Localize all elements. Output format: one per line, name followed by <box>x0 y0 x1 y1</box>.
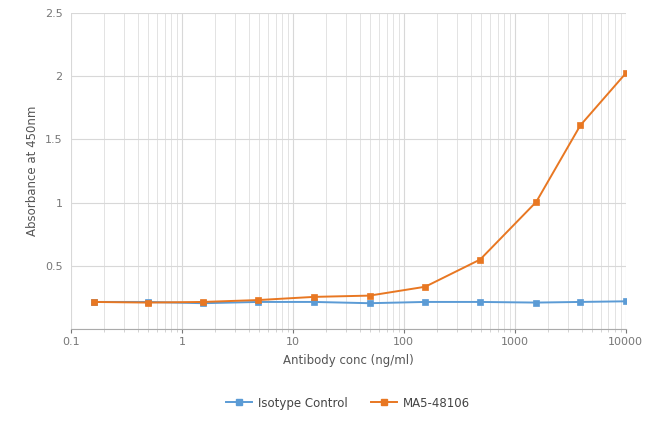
Isotype Control <box>532 300 540 305</box>
Isotype Control <box>366 300 373 306</box>
MA5-48106 <box>532 200 540 205</box>
X-axis label: Antibody conc (ng/ml): Antibody conc (ng/ml) <box>283 354 413 368</box>
MA5-48106 <box>310 295 318 300</box>
MA5-48106 <box>144 300 152 305</box>
MA5-48106 <box>366 293 373 298</box>
Isotype Control <box>310 300 318 305</box>
Legend: Isotype Control, MA5-48106: Isotype Control, MA5-48106 <box>221 392 475 414</box>
MA5-48106 <box>421 284 429 289</box>
Isotype Control <box>254 300 262 305</box>
Isotype Control <box>90 300 97 305</box>
Line: MA5-48106: MA5-48106 <box>91 70 628 306</box>
MA5-48106 <box>90 300 97 305</box>
Line: Isotype Control: Isotype Control <box>91 298 628 306</box>
Y-axis label: Absorbance at 450nm: Absorbance at 450nm <box>26 106 39 236</box>
MA5-48106 <box>476 257 484 262</box>
MA5-48106 <box>622 71 630 76</box>
Isotype Control <box>199 300 207 306</box>
Isotype Control <box>622 299 630 304</box>
Isotype Control <box>476 300 484 305</box>
MA5-48106 <box>577 123 584 128</box>
Isotype Control <box>144 300 152 305</box>
Isotype Control <box>421 300 429 305</box>
MA5-48106 <box>254 298 262 303</box>
MA5-48106 <box>199 300 207 305</box>
Isotype Control <box>577 300 584 305</box>
